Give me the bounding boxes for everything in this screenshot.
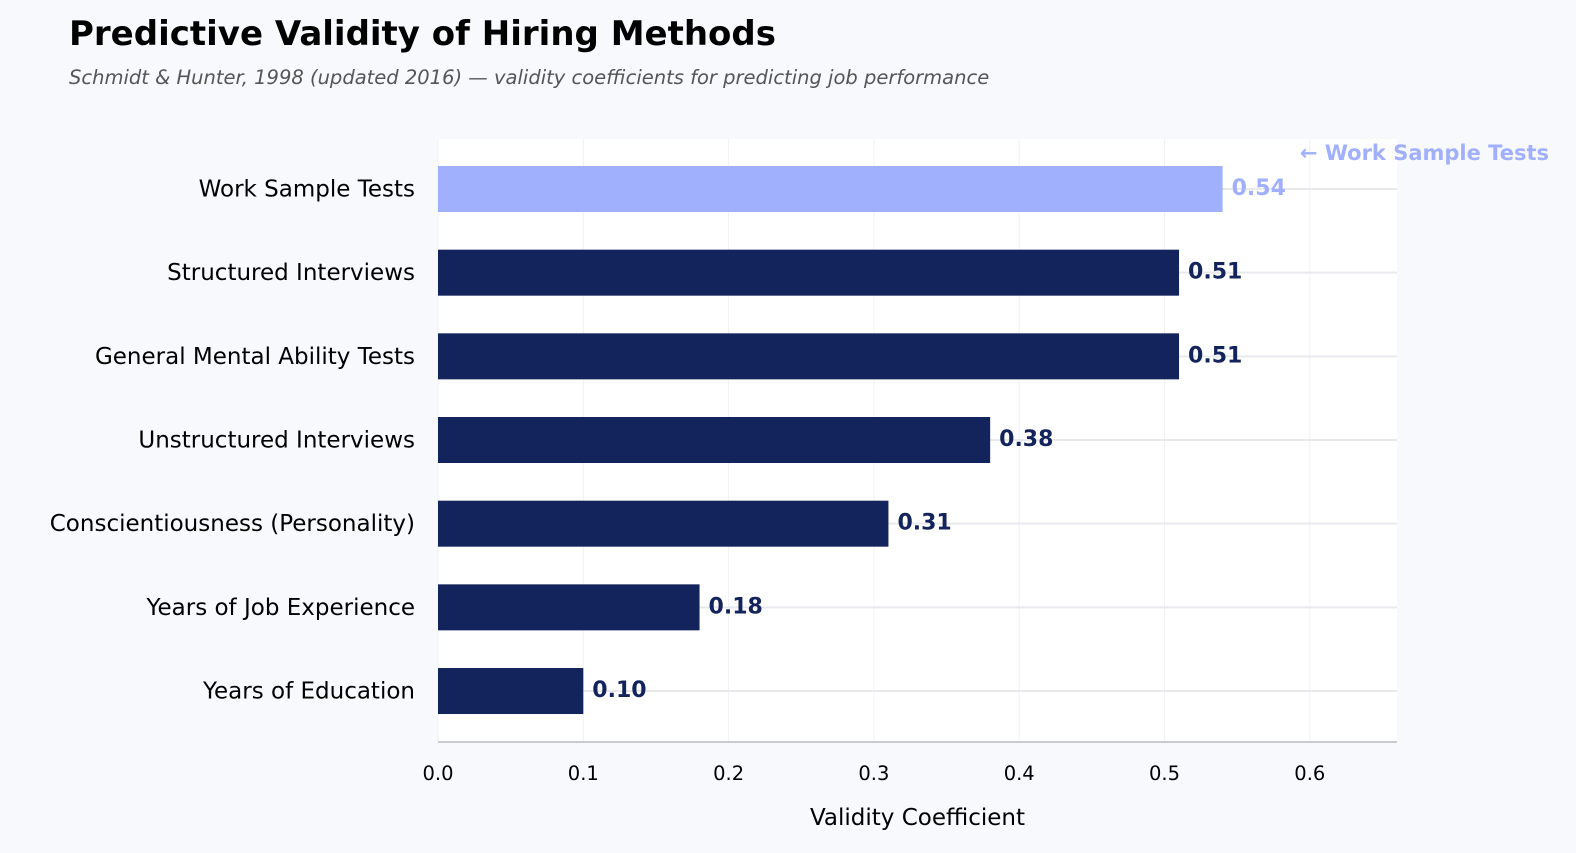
category-label-4: Conscientiousness (Personality) [50,511,415,537]
x-tick-labels: 0.0 0.1 0.2 0.3 0.4 0.5 0.6 [422,762,1325,785]
value-labels: 0.54 0.51 0.51 0.38 0.31 0.18 0.10 [592,176,1286,703]
bar-6 [438,668,584,715]
category-label-3: Unstructured Interviews [138,428,415,454]
bar-3 [438,417,991,464]
x-tick-label-1: 0.1 [568,762,599,785]
value-label-6: 0.10 [592,678,646,703]
bar-1 [438,249,1180,296]
x-tick-label-3: 0.3 [858,762,889,785]
value-label-3: 0.38 [999,427,1053,452]
value-label-0: 0.54 [1232,176,1286,201]
chart-subtitle: Schmidt & Hunter, 1998 (updated 2016) — … [69,66,990,89]
value-label-5: 0.18 [709,594,763,619]
value-label-2: 0.51 [1188,343,1242,368]
x-tick-label-4: 0.4 [1004,762,1035,785]
value-label-4: 0.31 [897,511,951,536]
x-tick-label-6: 0.6 [1294,762,1325,785]
bar-5 [438,584,700,631]
value-label-1: 0.51 [1188,260,1242,285]
x-tick-label-5: 0.5 [1149,762,1180,785]
chart-title: Predictive Validity of Hiring Methods [69,14,776,54]
x-axis-label: Validity Coefficient [810,805,1025,831]
category-label-5: Years of Job Experience [146,595,416,621]
x-tick-label-0: 0.0 [422,762,453,785]
bars [438,166,1223,715]
category-label-2: General Mental Ability Tests [95,344,415,370]
bar-2 [438,333,1180,380]
category-label-1: Structured Interviews [167,260,415,286]
bar-4 [438,500,889,547]
highlight-annotation: ← Work Sample Tests [1300,141,1549,165]
category-label-0: Work Sample Tests [199,177,415,203]
x-tick-label-2: 0.2 [713,762,744,785]
bar-0 [438,166,1223,212]
category-label-6: Years of Education [202,679,415,705]
category-labels: Work Sample Tests Structured Interviews Ge… [50,177,415,705]
